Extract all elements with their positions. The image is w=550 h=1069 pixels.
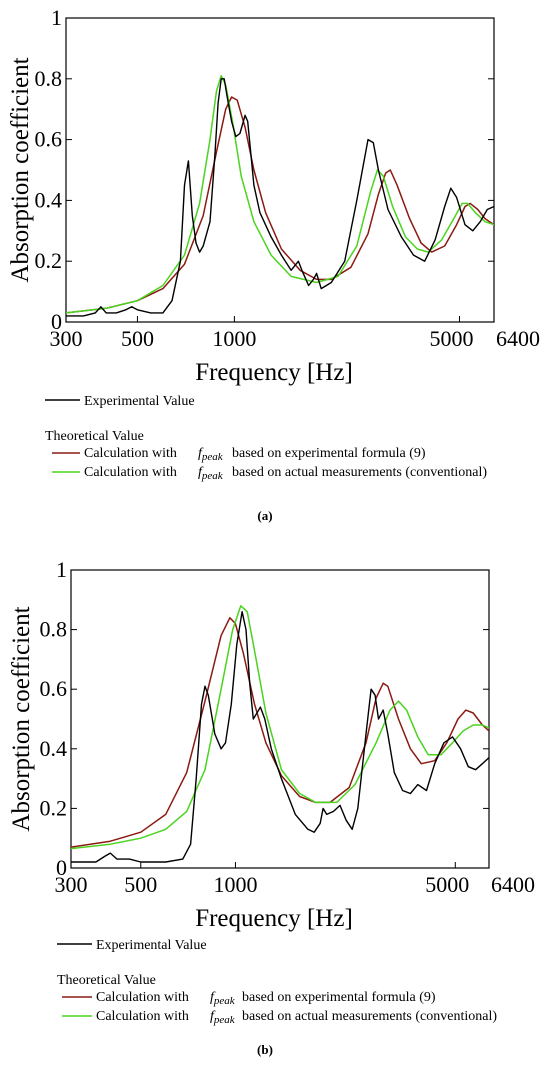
chart-b-y-tick-label: 0.2 — [40, 795, 68, 820]
chart-a-x-tick-label: 500 — [121, 326, 154, 351]
chart-a-y-tick-label: 0.6 — [35, 127, 63, 152]
chart-b-x-tick-label: 300 — [55, 872, 88, 897]
chart-b-series-measured — [71, 605, 489, 850]
chart-b-series-formula — [71, 616, 489, 848]
chart-b-legend-formula-label: based on experimental formula (9) — [242, 990, 436, 1005]
chart-a-y-tick-label: 0.2 — [35, 248, 63, 273]
chart-a-x-tick-label: 6400 — [496, 326, 540, 351]
chart-a-y-tick-label: 1 — [51, 5, 62, 30]
chart-b-panel-label: (b) — [257, 1042, 273, 1057]
chart-b-x-tick-label: 1000 — [213, 872, 257, 897]
chart-a-x-axis-title: Frequency [Hz] — [195, 359, 353, 386]
chart-b-y-tick-label: 1 — [56, 557, 67, 582]
chart-b-y-tick-label: 0.8 — [40, 617, 68, 642]
chart-b-x-tick-label: 500 — [124, 872, 157, 897]
chart-a-legend-fpeak: fpeak — [198, 465, 224, 482]
chart-b-x-axis-title: Frequency [Hz] — [195, 905, 353, 932]
chart-b-legend-experimental: Experimental Value — [96, 938, 207, 953]
chart-b-series-experimental — [71, 610, 489, 863]
chart-b-legend-theoretical-heading: Theoretical Value — [57, 973, 156, 988]
chart-a-x-tick-label: 300 — [50, 326, 83, 351]
chart-a-legend-theoretical-heading: Theoretical Value — [45, 429, 144, 444]
chart-b-legend-fpeak: fpeak — [210, 1009, 236, 1026]
chart-b-y-tick-label: 0.6 — [40, 676, 68, 701]
absorption-chart-a: 0 0.2 0.4 0.6 0.8 1 300 500 1000 5000 6400 Frequenc… — [7, 5, 540, 523]
chart-b-legend-fpeak: fpeak — [210, 990, 236, 1007]
chart-b-legend-measured-label: based on actual measurements (convention… — [242, 1009, 497, 1024]
chart-a-legend-calc-prefix: Calculation with — [84, 446, 177, 461]
chart-a-legend-experimental: Experimental Value — [84, 394, 195, 409]
chart-a-legend-calc-prefix: Calculation with — [84, 465, 177, 480]
panel-a: 0 0.2 0.4 0.6 0.8 1 300 500 1000 5000 6400 Frequenc… — [0, 0, 550, 534]
chart-a-series-formula — [66, 96, 494, 314]
chart-b-y-axis-title: Absorption coefficient — [8, 606, 35, 831]
chart-a-legend-measured-label: based on actual measurements (convention… — [232, 465, 487, 480]
chart-a-y-axis-title: Absorption coefficient — [7, 57, 34, 282]
panel-b: 0 0.2 0.4 0.6 0.8 1 300 500 1000 5000 6400 Frequenc… — [0, 534, 550, 1069]
chart-b-plot-frame — [70, 569, 490, 869]
chart-a-series-experimental — [66, 78, 494, 317]
chart-a-legend-formula-label: based on experimental formula (9) — [232, 446, 426, 461]
chart-b-legend-calc-prefix: Calculation with — [96, 1009, 189, 1024]
chart-a-legend-fpeak: fpeak — [198, 446, 224, 463]
chart-b-y-tick-label: 0.4 — [40, 736, 68, 761]
chart-a-series-measured — [66, 75, 494, 314]
chart-a-x-tick-label: 5000 — [429, 326, 473, 351]
chart-a-x-tick-label: 1000 — [212, 326, 256, 351]
chart-a-plot-frame — [65, 17, 495, 323]
chart-a-y-tick-label: 0.4 — [35, 187, 63, 212]
chart-a-y-tick-label: 0 — [51, 309, 62, 334]
chart-b-legend-calc-prefix: Calculation with — [96, 990, 189, 1005]
chart-b-x-tick-label: 5000 — [425, 872, 469, 897]
chart-a-panel-label: (a) — [257, 508, 272, 523]
chart-a-y-tick-label: 0.8 — [35, 66, 63, 91]
absorption-chart-b: 0 0.2 0.4 0.6 0.8 1 300 500 1000 5000 6400 Frequenc… — [8, 557, 535, 1057]
chart-b-y-tick-label: 0 — [56, 855, 67, 880]
chart-b-x-tick-label: 6400 — [491, 872, 535, 897]
